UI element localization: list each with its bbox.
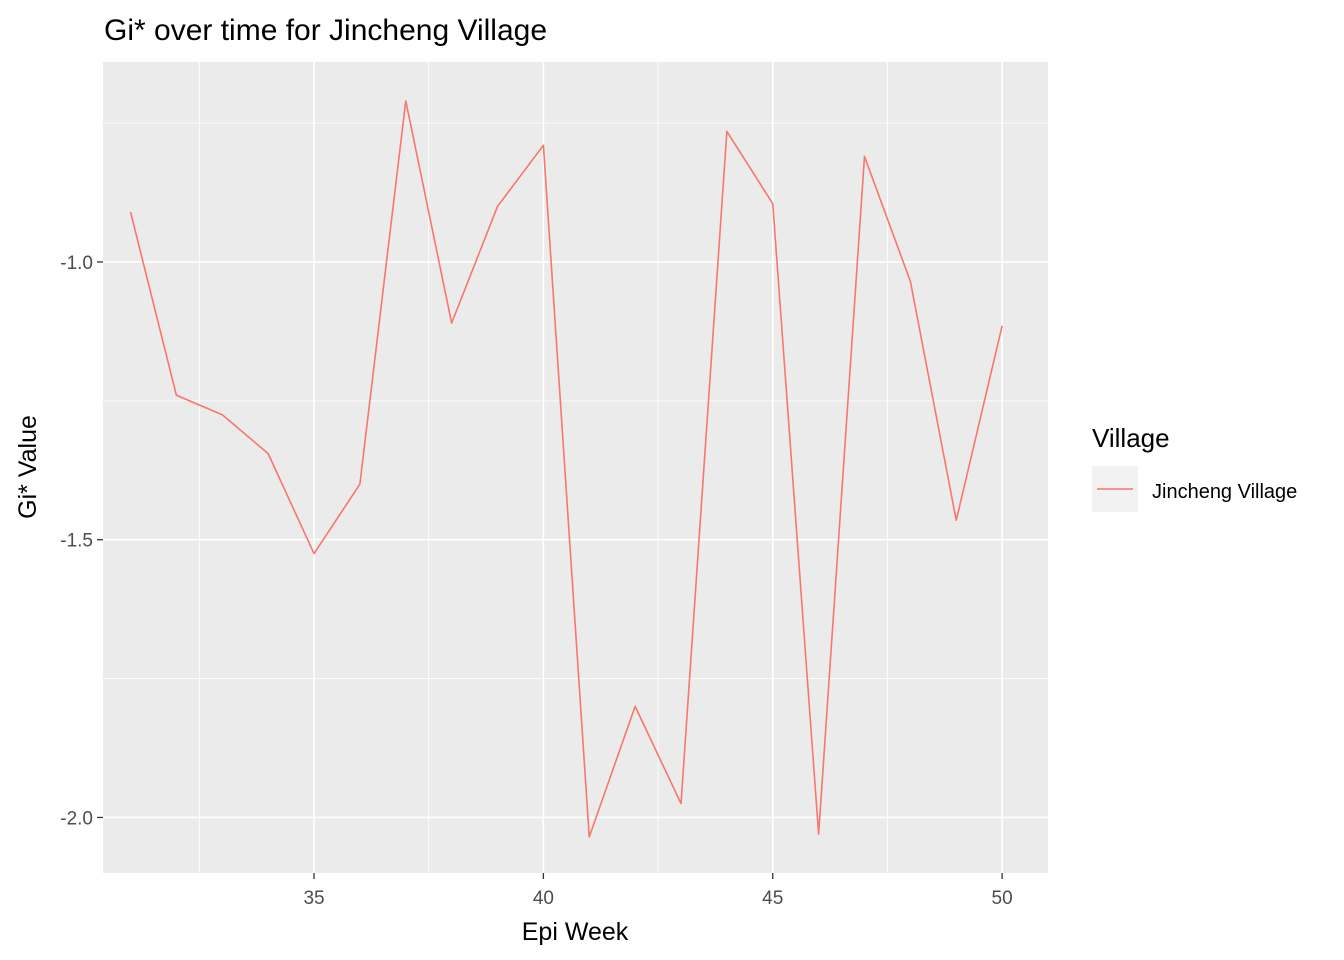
x-tick-label: 45	[762, 888, 783, 909]
x-axis-ticks: 35 40 45 50	[303, 873, 1013, 909]
series-layer	[129, 100, 1003, 838]
minor-gridlines	[103, 62, 1048, 873]
y-tick-label: -1.0	[60, 253, 93, 274]
y-tick-label: -2.0	[60, 808, 93, 829]
series-line	[129, 100, 1003, 838]
x-tick-label: 35	[303, 888, 324, 909]
y-axis-title: Gi* Value	[14, 415, 42, 519]
legend: Village Jincheng Village	[1092, 423, 1297, 512]
x-tick-label: 40	[533, 888, 554, 909]
x-tick-label: 50	[992, 888, 1013, 909]
y-axis-ticks: -1.0 -1.5 -2.0	[60, 253, 103, 829]
plot-panel	[103, 62, 1048, 873]
chart-title: Gi* over time for Jincheng Village	[104, 14, 547, 47]
legend-title: Village	[1092, 423, 1170, 453]
major-gridlines	[103, 62, 1048, 873]
y-tick-label: -1.5	[60, 531, 93, 552]
x-axis-title: Epi Week	[522, 918, 629, 946]
legend-label: Jincheng Village	[1152, 481, 1297, 503]
